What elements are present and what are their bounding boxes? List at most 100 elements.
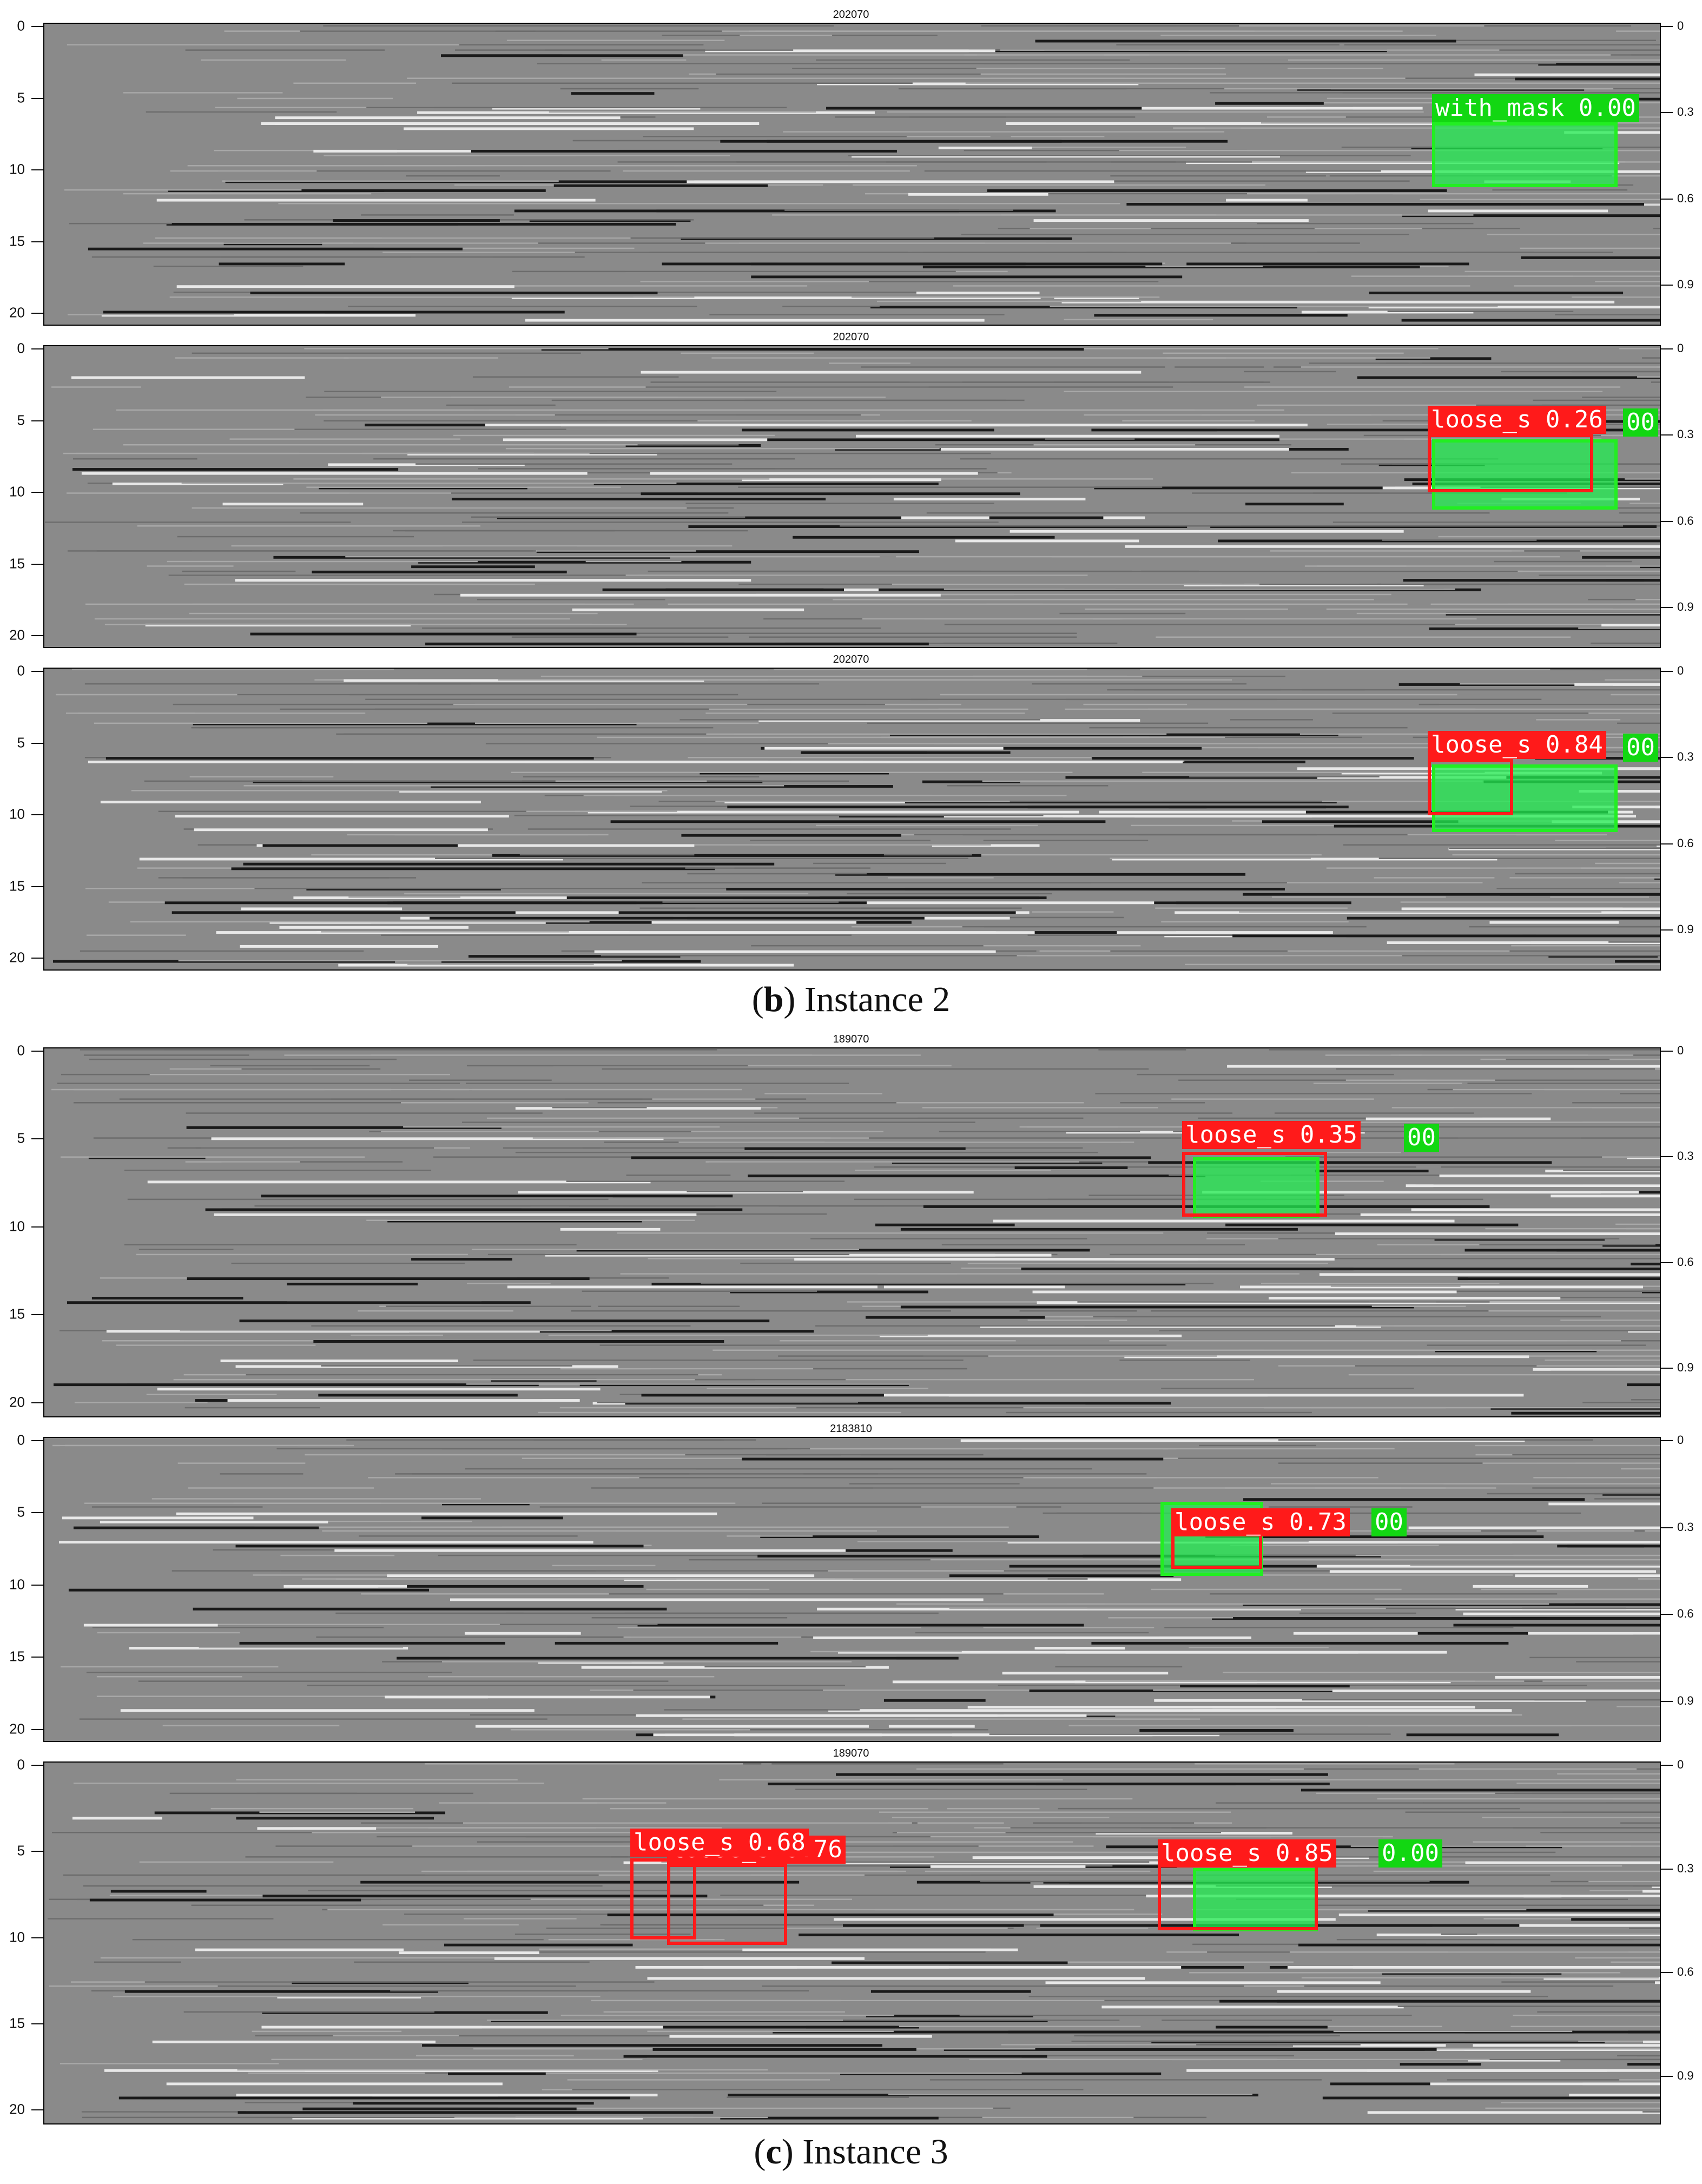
radar-panel: 202070 0 5 10 15 20 0 0.3 0.6 0.9 00 loose_s 0.84 [0,654,1702,976]
detection-box-green [1432,764,1618,832]
tick-mark [1661,1368,1673,1369]
tick-mark [31,241,43,242]
y-tick-label-left: 15 [9,877,25,894]
y-tick-label-left: 15 [9,2015,25,2031]
y-tick-label-left: 5 [17,1130,25,1146]
radargram-image [43,668,1661,971]
radar-panel: 189070 0 5 10 15 20 0 0.3 0.6 0.9 00 loose_s 0.35 [0,1033,1702,1423]
y-tick-label-left: 20 [9,304,25,321]
y-tick-label-right: 0.9 [1677,2068,1694,2082]
y-tick-label-right: 0 [1677,341,1684,355]
tick-mark [31,169,43,171]
y-tick-label-right: 0 [1677,1044,1684,1057]
y-tick-label-left: 10 [9,806,25,822]
trace-number: 202070 [833,331,869,343]
y-tick-label-right: 0.3 [1677,105,1694,119]
y-tick-label-left: 15 [9,233,25,249]
tick-mark [31,958,43,959]
y-tick-label-right: 0.3 [1677,427,1694,441]
y-tick-label-left: 20 [9,2101,25,2117]
tick-mark [1661,1527,1673,1528]
tick-mark [1661,198,1673,200]
tick-mark [1661,1051,1673,1052]
y-tick-label-right: 0.6 [1677,191,1694,205]
trace-number: 202070 [833,9,869,21]
tick-mark [1661,929,1673,931]
y-tick-label-left: 20 [9,1720,25,1737]
tick-mark [1661,1700,1673,1702]
detection-box-red [1428,434,1593,492]
radar-panel: 202070 0 5 10 15 20 0 0.3 0.6 0.9 00 loose_s 0.26 [0,331,1702,654]
tick-mark [1661,1868,1673,1870]
detection-box-green [1193,1157,1320,1218]
detection-label: 00 [1623,408,1658,437]
y-tick-label-right: 0.6 [1677,513,1694,527]
tick-mark [31,671,43,672]
tick-mark [31,26,43,27]
figure-caption: (b) Instance 2 [751,980,951,1019]
figure-caption: (c) Instance 3 [754,2132,948,2172]
trace-number: 202070 [833,654,869,665]
tick-mark [31,1937,43,1938]
tick-mark [1661,1262,1673,1263]
caption-letter: b [763,980,784,1019]
y-tick-label-right: 0 [1677,1433,1684,1447]
tick-mark [31,1512,43,1514]
y-tick-label-left: 0 [17,340,25,357]
detection-box-red [1182,1152,1327,1217]
y-tick-label-left: 15 [9,1648,25,1665]
y-tick-label-left: 20 [9,1394,25,1410]
radargram-image [43,1047,1661,1417]
y-tick-label-right: 0 [1677,664,1684,677]
y-tick-label-right: 0.3 [1677,1520,1694,1534]
tick-mark [1661,1765,1673,1766]
tick-mark [31,1051,43,1052]
detection-label: loose_s 0.68 [630,1829,809,1857]
trace-number: 189070 [833,1033,869,1045]
y-tick-label-left: 0 [17,17,25,34]
tick-mark [1661,112,1673,114]
tick-mark [1661,843,1673,844]
tick-mark [31,635,43,637]
detection-label: loose_s 0.26 [1428,406,1606,434]
tick-mark [1661,757,1673,758]
tick-mark [31,1440,43,1441]
radargram-image [43,1761,1661,2124]
detection-label: 00 [1371,1508,1407,1536]
detection-label: 00 [1623,734,1658,762]
tick-mark [31,1402,43,1403]
radargram-image [43,345,1661,648]
y-tick-label-left: 0 [17,662,25,679]
radargram-texture [44,1048,1660,1416]
detection-box-red [630,1858,696,1939]
tick-mark [31,742,43,744]
trace-number: 189070 [833,1747,869,1759]
tick-mark [31,2109,43,2111]
tick-mark [31,1138,43,1140]
y-tick-label-left: 20 [9,949,25,966]
y-tick-label-left: 5 [17,89,25,106]
detection-label: loose_s 0.35 [1182,1121,1361,1149]
y-tick-label-right: 0.9 [1677,1361,1694,1375]
radargram-image [43,1437,1661,1742]
detection-label: with_mask 0.00 [1432,94,1639,122]
detection-box-green [1432,439,1618,510]
y-tick-label-left: 5 [17,1842,25,1859]
y-tick-label-right: 0.9 [1677,1693,1694,1707]
tick-mark [31,1226,43,1228]
y-tick-label-right: 0.3 [1677,1861,1694,1875]
y-tick-label-left: 10 [9,1218,25,1235]
y-tick-label-right: 0.3 [1677,750,1694,764]
tick-mark [1661,671,1673,672]
caption-text: Instance 2 [795,980,951,1019]
tick-mark [31,1765,43,1766]
y-tick-label-right: 0.6 [1677,1607,1694,1621]
detection-box-red [1428,759,1513,815]
y-tick-label-left: 0 [17,1756,25,1773]
y-tick-label-left: 15 [9,1305,25,1322]
tick-mark [31,348,43,349]
tick-mark [31,1728,43,1730]
radargram-texture [44,1438,1660,1741]
y-tick-label-left: 5 [17,412,25,428]
y-tick-label-left: 5 [17,1503,25,1520]
